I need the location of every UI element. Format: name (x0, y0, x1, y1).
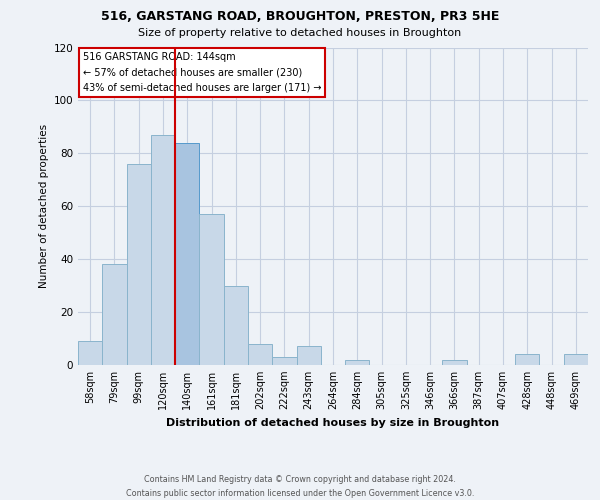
Bar (127, 164, 151, 365)
Text: 516, GARSTANG ROAD, BROUGHTON, PRESTON, PR3 5HE: 516, GARSTANG ROAD, BROUGHTON, PRESTON, … (101, 10, 499, 23)
Bar (345, 360, 370, 365)
Y-axis label: Number of detached properties: Number of detached properties (39, 124, 49, 288)
Text: 516 GARSTANG ROAD: 144sqm
← 57% of detached houses are smaller (230)
43% of semi: 516 GARSTANG ROAD: 144sqm ← 57% of detac… (83, 52, 322, 94)
Bar (248, 344, 272, 365)
Bar (296, 346, 321, 365)
Bar (442, 360, 467, 365)
Text: Size of property relative to detached houses in Broughton: Size of property relative to detached ho… (139, 28, 461, 38)
Bar (102, 264, 127, 365)
Bar (272, 357, 296, 365)
Bar (224, 286, 248, 365)
Bar (515, 354, 539, 365)
Bar (78, 341, 102, 365)
Bar (175, 143, 199, 365)
X-axis label: Distribution of detached houses by size in Broughton: Distribution of detached houses by size … (166, 418, 500, 428)
Bar (151, 135, 175, 365)
Bar (199, 214, 224, 365)
Text: Contains HM Land Registry data © Crown copyright and database right 2024.
Contai: Contains HM Land Registry data © Crown c… (126, 476, 474, 498)
Bar (564, 354, 588, 365)
